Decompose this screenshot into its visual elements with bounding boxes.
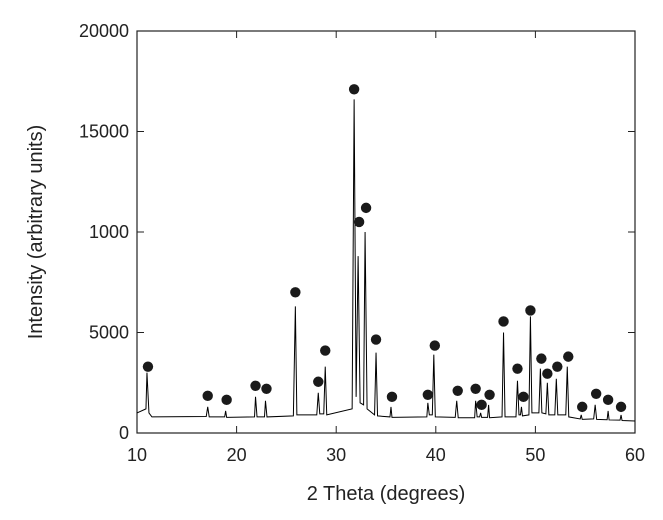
x-tick-label: 50 — [525, 445, 545, 465]
peak-marker — [512, 363, 523, 374]
peak-marker — [348, 84, 360, 95]
peak-marker — [250, 380, 261, 391]
x-tick-label: 40 — [426, 445, 446, 465]
peak-marker — [422, 389, 434, 401]
peak-marker — [563, 351, 574, 362]
peak-marker — [142, 361, 154, 372]
peak-marker — [370, 334, 382, 345]
peak-marker — [525, 305, 536, 316]
peak-marker — [320, 345, 331, 356]
y-tick-label: 0 — [119, 423, 129, 443]
peak-marker — [590, 388, 602, 400]
peak-marker — [261, 383, 272, 394]
x-tick-label: 10 — [127, 445, 147, 465]
y-tick-label: 20000 — [79, 21, 129, 41]
peak-marker — [536, 353, 547, 364]
peak-marker — [577, 401, 588, 413]
peak-marker — [313, 376, 324, 387]
y-tick-label: 5000 — [89, 323, 129, 343]
x-tick-label: 60 — [625, 445, 645, 465]
y-axis-label: Intensity (arbitrary units) — [25, 125, 47, 340]
peak-marker — [452, 385, 463, 396]
x-axis-label: 2 Theta (degrees) — [307, 483, 466, 505]
peak-marker — [470, 383, 481, 394]
plot-frame — [136, 30, 636, 434]
peak-marker — [518, 391, 529, 403]
peak-marker — [360, 202, 372, 214]
peak-marker — [602, 394, 614, 406]
peak-marker — [429, 340, 441, 351]
pattern-line — [136, 99, 636, 422]
peak-marker — [290, 287, 301, 298]
y-tick-label: 1000 — [89, 222, 129, 242]
peak-marker — [353, 216, 365, 228]
peak-marker — [615, 401, 627, 413]
peak-marker — [552, 361, 563, 372]
peak-marker — [498, 316, 509, 327]
peak-marker — [386, 391, 398, 403]
x-tick-label: 30 — [326, 445, 346, 465]
peak-marker — [202, 390, 213, 402]
peak-marker — [221, 394, 232, 406]
peak-marker — [476, 399, 487, 411]
x-tick-label: 20 — [227, 445, 247, 465]
peak-marker — [484, 389, 495, 401]
peak-marker — [542, 368, 553, 379]
y-tick-label: 15000 — [79, 122, 129, 142]
